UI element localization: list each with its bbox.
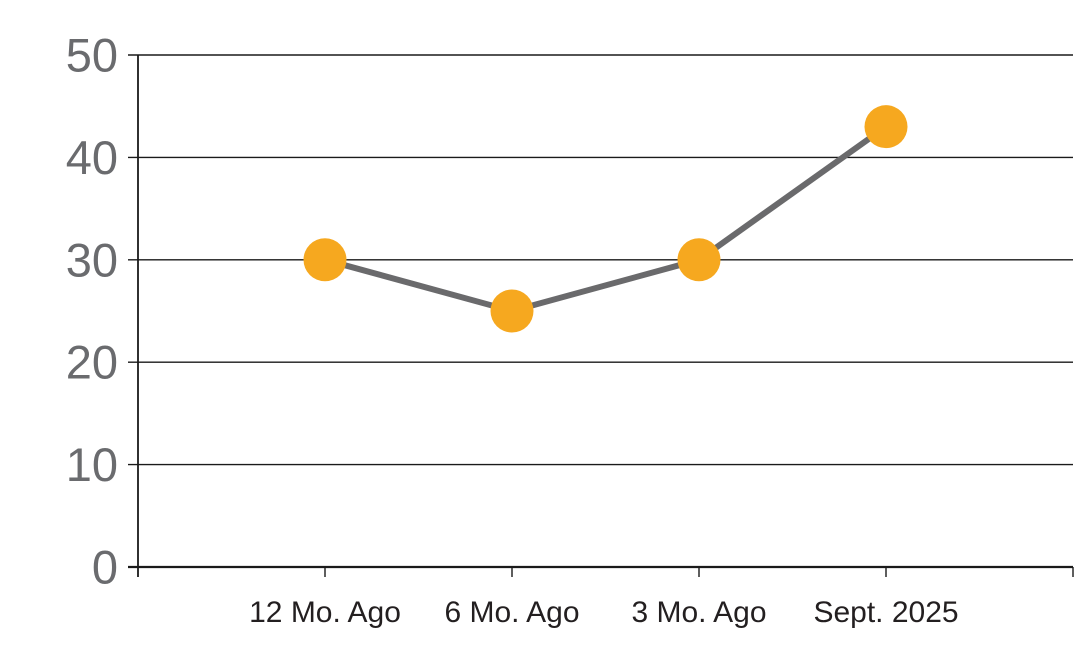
x-tick-label: 6 Mo. Ago — [444, 596, 579, 629]
y-tick-label: 40 — [66, 131, 118, 184]
x-tick-label: 3 Mo. Ago — [631, 596, 766, 629]
data-point-marker — [303, 238, 347, 282]
data-point-marker — [490, 289, 534, 333]
y-tick-label: 20 — [66, 336, 118, 389]
y-tick-label: 30 — [66, 233, 118, 286]
y-tick-label: 0 — [92, 541, 118, 594]
series-line — [322, 123, 889, 314]
data-point-marker — [677, 238, 721, 282]
x-tick-label: 12 Mo. Ago — [249, 596, 401, 629]
x-tick-label: Sept. 2025 — [813, 596, 958, 629]
y-tick-label: 10 — [66, 438, 118, 491]
y-tick-label: 50 — [66, 29, 118, 82]
data-point-marker — [864, 105, 908, 149]
